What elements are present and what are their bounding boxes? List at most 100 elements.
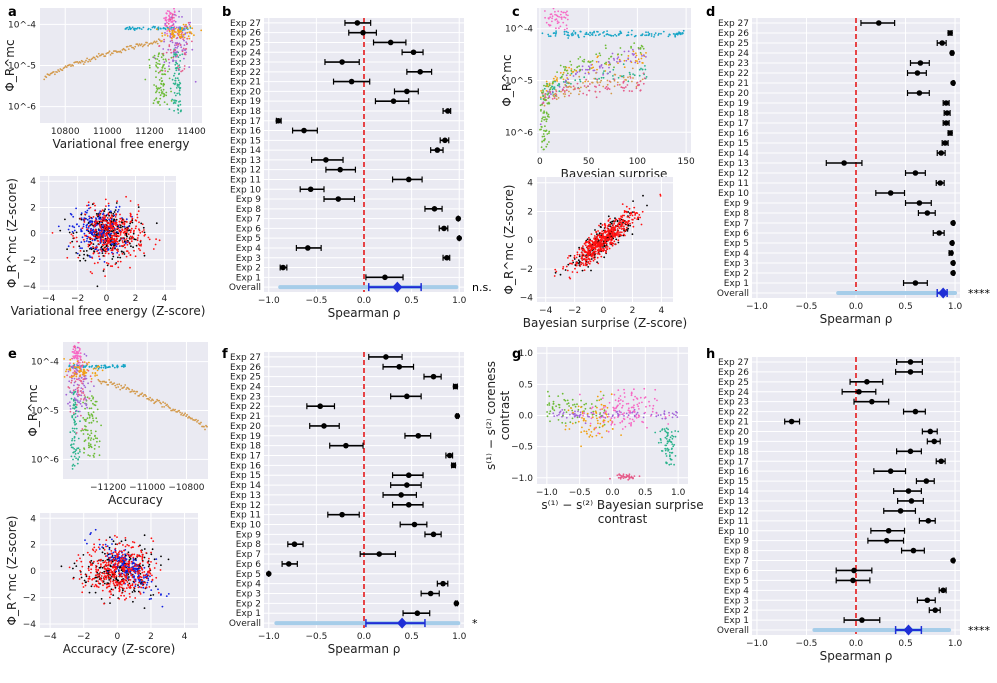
- scatter-point: [154, 243, 157, 246]
- scatter-point: [117, 555, 119, 558]
- scatter-point: [145, 584, 148, 586]
- scatter-point: [111, 253, 114, 255]
- scatter-point: [168, 45, 171, 48]
- scatter-point: [611, 220, 613, 223]
- scatter-point: [539, 123, 542, 126]
- scatter-point: [578, 65, 580, 68]
- scatter-point: [93, 56, 96, 59]
- scatter-point: [129, 558, 132, 560]
- scatter-point: [603, 241, 605, 244]
- scatter-point: [80, 359, 82, 361]
- scatter-point: [98, 454, 101, 457]
- scatter-point: [91, 221, 93, 224]
- scatter-point: [89, 229, 92, 232]
- scatter-point: [554, 80, 556, 83]
- scatter-point: [577, 410, 579, 413]
- scatter-point: [551, 20, 553, 23]
- scatter-point: [153, 26, 156, 29]
- scatter-point: [613, 221, 615, 223]
- scatter-point: [148, 398, 151, 401]
- scatter-point: [75, 375, 78, 378]
- scatter-point: [103, 261, 106, 263]
- scatter-point: [129, 215, 132, 217]
- scatter-point: [71, 230, 74, 233]
- scatter-point: [85, 398, 87, 401]
- scatter-point: [581, 253, 584, 256]
- scatter-point: [627, 409, 630, 412]
- scatter-point: [597, 250, 600, 253]
- scatter-point: [129, 572, 132, 574]
- scatter-point: [663, 428, 666, 430]
- scatter-point: [585, 94, 588, 96]
- scatter-point: [63, 376, 66, 378]
- scatter-point: [153, 558, 156, 561]
- scatter-point: [96, 437, 99, 440]
- scatter-point: [124, 571, 127, 574]
- scatter-point: [174, 53, 176, 56]
- scatter-point: [68, 364, 71, 367]
- scatter-point: [631, 214, 634, 217]
- scatter-point: [70, 455, 73, 458]
- scatter-point: [603, 409, 606, 412]
- x-tick-label: −4: [539, 306, 553, 316]
- y-axis-label: Φ_R^mc (Z-score): [5, 178, 19, 288]
- scatter-point: [669, 436, 672, 439]
- y-tick-label: −2: [23, 594, 36, 604]
- scatter-point: [68, 231, 71, 234]
- scatter-point: [172, 29, 175, 32]
- scatter-point: [124, 242, 127, 245]
- scatter-point: [132, 232, 135, 235]
- scatter-point: [558, 411, 561, 414]
- scatter-point: [87, 245, 90, 248]
- scatter-point: [139, 575, 142, 578]
- scatter-point: [81, 392, 83, 394]
- scatter-point: [136, 554, 139, 556]
- scatter-point: [590, 64, 593, 66]
- scatter-point: [174, 46, 177, 49]
- scatter-point: [59, 229, 62, 232]
- scatter-point: [638, 214, 641, 216]
- scatter-point: [106, 249, 109, 251]
- scatter-point: [203, 425, 205, 428]
- scatter-point: [128, 560, 131, 563]
- scatter-point: [178, 101, 180, 103]
- scatter-point: [593, 255, 596, 257]
- scatter-point: [63, 66, 66, 69]
- scatter-point: [125, 587, 128, 589]
- scatter-point: [175, 37, 178, 40]
- scatter-point: [579, 393, 581, 396]
- scatter-point: [89, 415, 91, 417]
- scatter-points-c2: [553, 193, 662, 280]
- scatter-point: [598, 84, 601, 86]
- scatter-point: [649, 415, 652, 417]
- scatter-point: [141, 579, 144, 582]
- scatter-points-e2: [60, 528, 170, 609]
- scatter-point: [173, 109, 176, 112]
- scatter-point: [74, 401, 77, 404]
- scatter-point: [72, 348, 75, 351]
- scatter-point: [118, 240, 121, 242]
- scatter-point: [638, 74, 641, 77]
- scatter-point: [98, 214, 101, 216]
- scatter-point: [96, 420, 98, 423]
- scatter-point: [606, 406, 609, 409]
- scatter-point: [86, 542, 88, 545]
- scatter-point: [77, 458, 79, 460]
- scatter-point: [581, 68, 584, 71]
- scatter-point: [619, 476, 622, 479]
- scatter-point: [667, 423, 670, 425]
- scatter-point: [161, 73, 164, 76]
- scatter-point: [553, 86, 556, 88]
- scatter-point: [102, 559, 104, 562]
- scatter-point: [578, 75, 581, 78]
- scatter-point: [119, 256, 122, 259]
- scatter-point: [114, 547, 117, 550]
- scatter-point: [137, 204, 140, 206]
- scatter-point: [105, 220, 108, 223]
- scatter-point: [629, 60, 632, 63]
- scatter-point: [92, 368, 95, 370]
- scatter-point: [609, 243, 611, 245]
- scatter-point: [585, 430, 588, 433]
- scatter-point: [87, 565, 90, 568]
- scatter-point: [116, 583, 118, 586]
